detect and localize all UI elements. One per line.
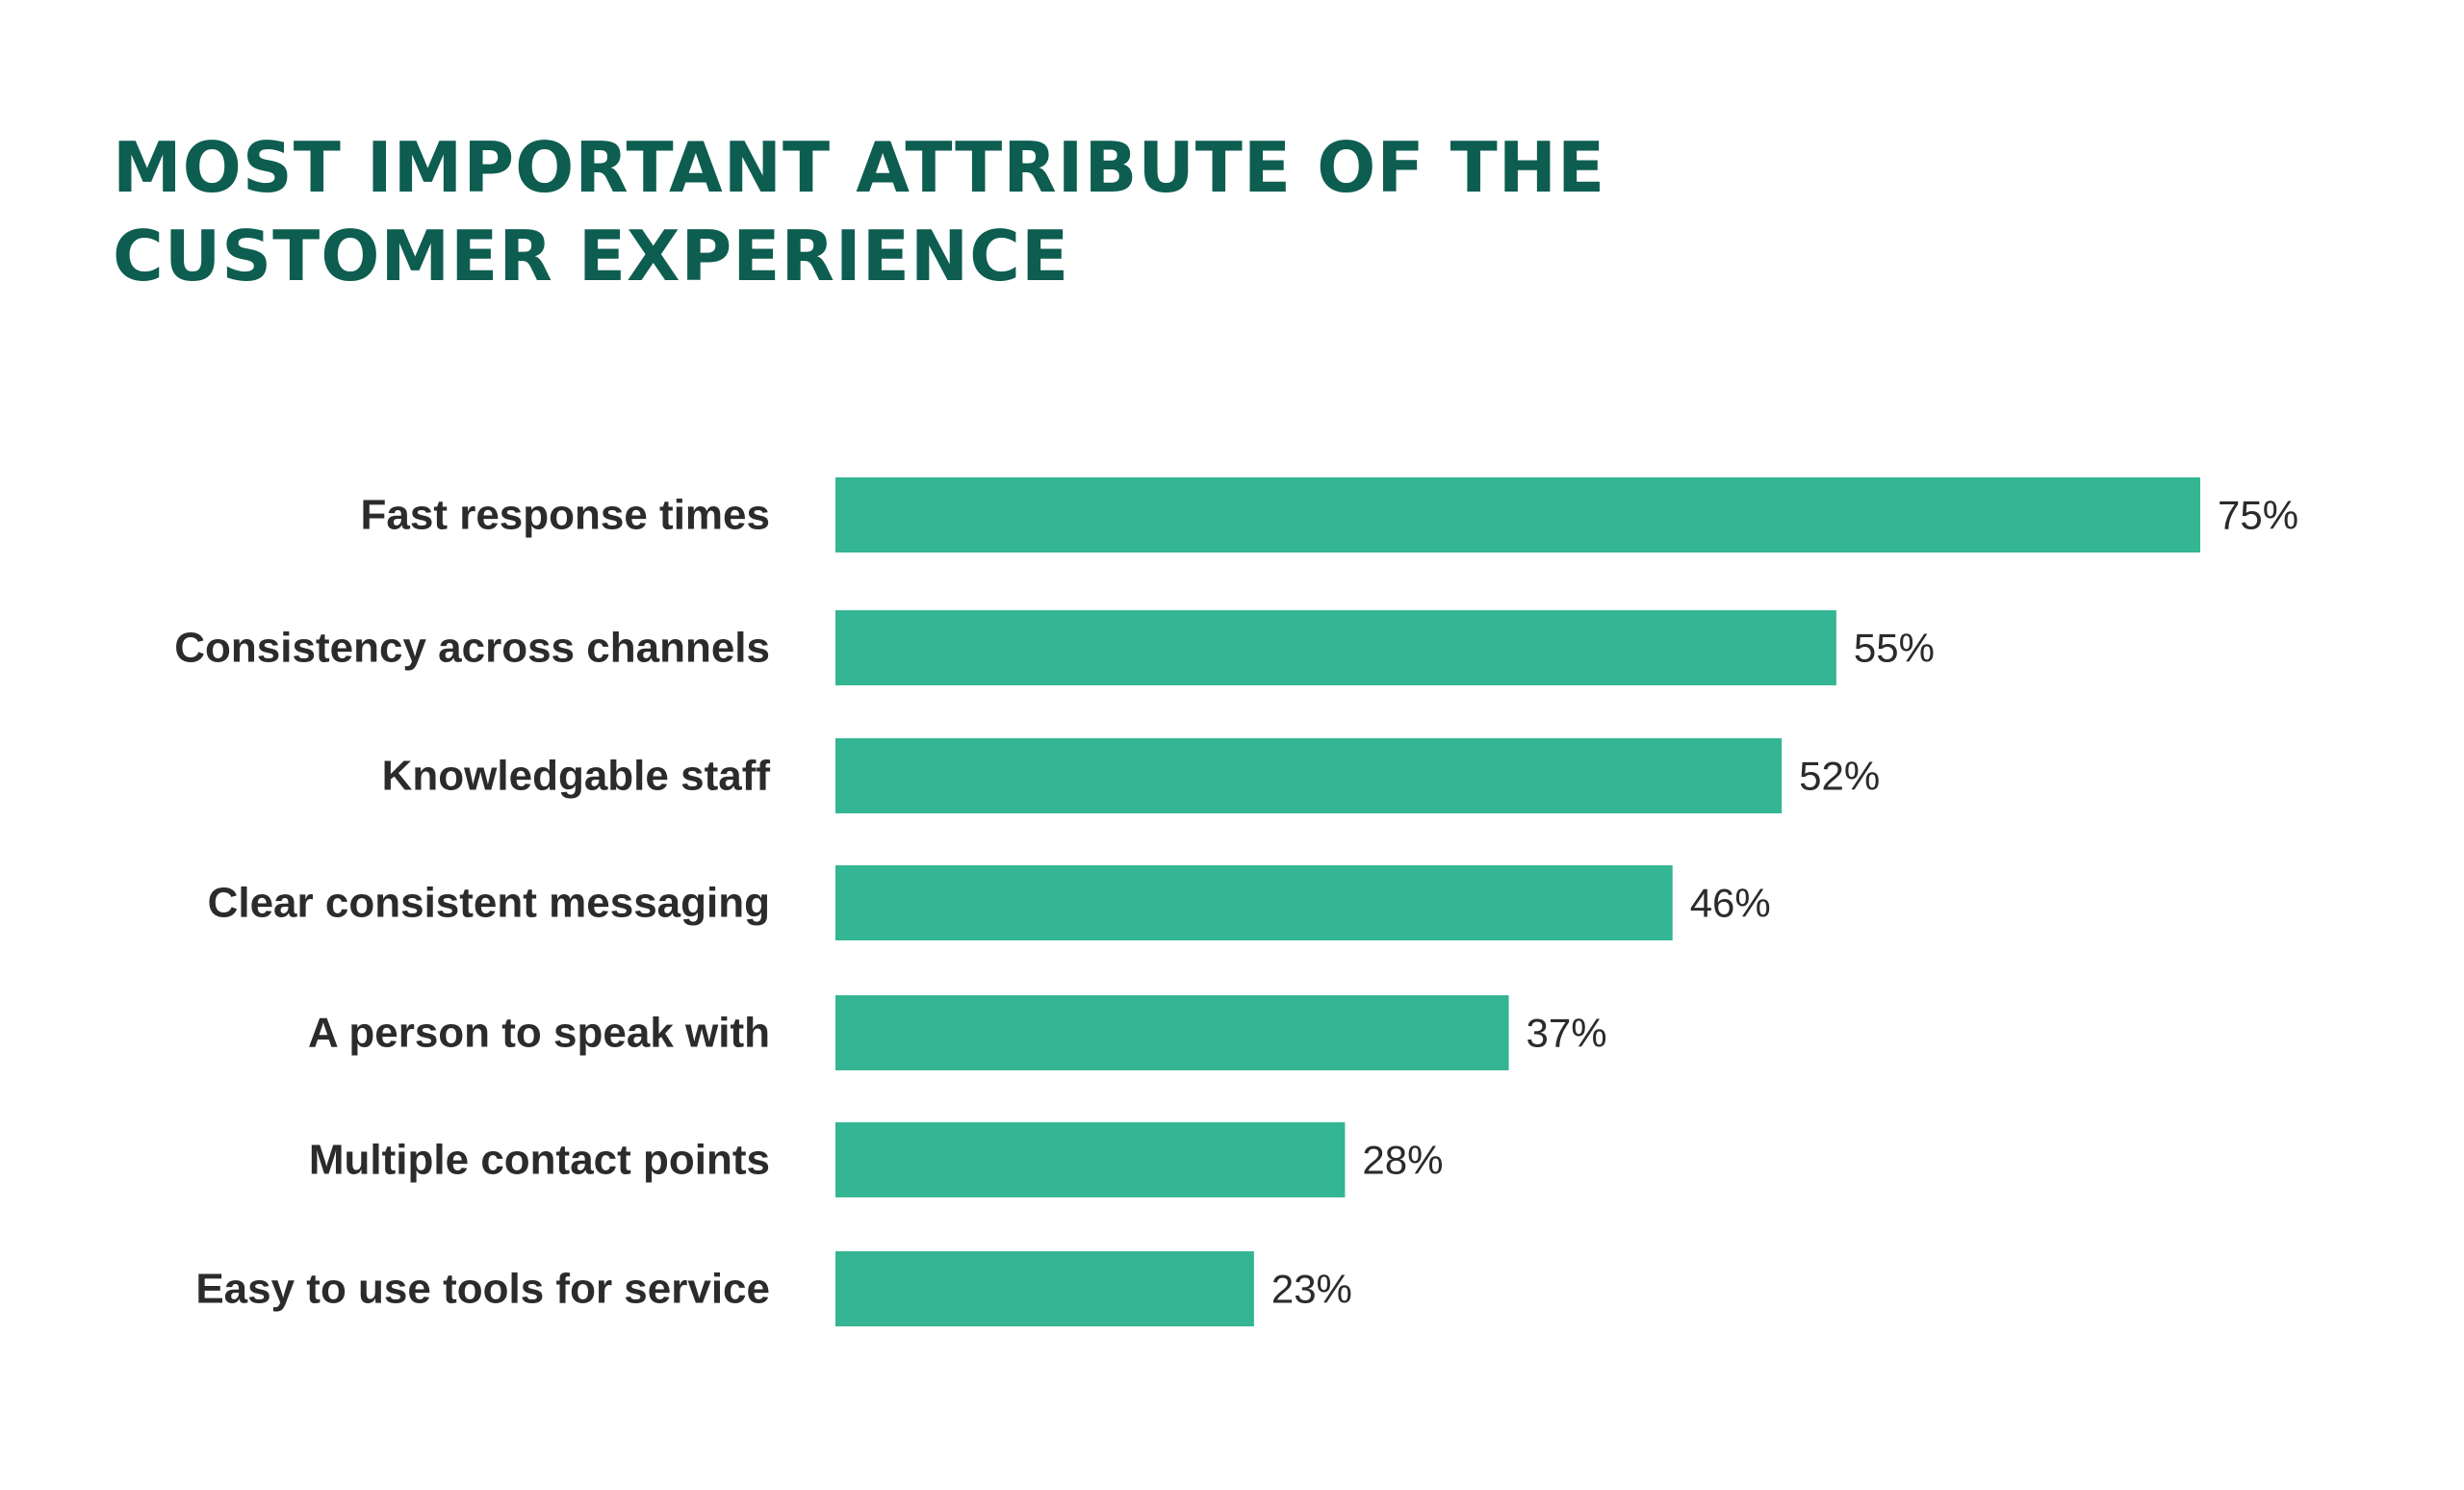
chart-title: MOST IMPORTANT ATTRIBUTE OF THE CUSTOMER… [113, 123, 1605, 300]
chart-title-line-2: CUSTOMER EXPERIENCE [113, 216, 1070, 296]
value-label-a-person-to-speak-with: 37% [1527, 1011, 1607, 1056]
category-label-multiple-contact-points: Multiple contact points [309, 1137, 770, 1184]
category-label-knowledgable-staff: Knowledgable staff [382, 753, 771, 800]
bar-easy-to-use-tools-for-service [835, 1251, 1254, 1326]
category-labels: Fast response times Consistency across ch… [174, 492, 770, 1313]
category-label-a-person-to-speak-with: A person to speak with [308, 1010, 770, 1057]
value-label-fast-response-times: 75% [2218, 493, 2298, 538]
value-label-clear-consistent-messaging: 46% [1690, 881, 1771, 926]
value-label-easy-to-use-tools-for-service: 23% [1271, 1267, 1352, 1312]
value-label-multiple-contact-points: 28% [1362, 1138, 1443, 1183]
bar-fast-response-times [835, 477, 2200, 552]
bar-knowledgable-staff [835, 738, 1783, 813]
category-label-fast-response-times: Fast response times [361, 492, 771, 539]
bar-consistency-across-channels [835, 610, 1836, 685]
value-labels: 75% 55% 52% 46% 37% 28% 23% [1271, 493, 2298, 1312]
category-label-clear-consistent-messaging: Clear consistent messaging [208, 880, 770, 927]
bar-multiple-contact-points [835, 1122, 1346, 1197]
bars-layer [835, 477, 2200, 1326]
chart-title-line-1: MOST IMPORTANT ATTRIBUTE OF THE [113, 127, 1606, 208]
category-label-easy-to-use-tools-for-service: Easy to use tools for service [195, 1266, 770, 1313]
bar-a-person-to-speak-with [835, 995, 1509, 1070]
bar-clear-consistent-messaging [835, 865, 1673, 940]
value-label-consistency-across-channels: 55% [1854, 626, 1935, 671]
value-label-knowledgable-staff: 52% [1799, 754, 1880, 799]
category-label-consistency-across-channels: Consistency across channels [174, 625, 770, 672]
